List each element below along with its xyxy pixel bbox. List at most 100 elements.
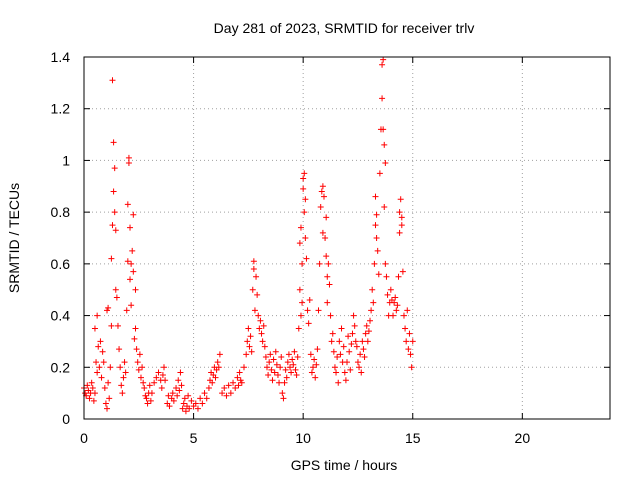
data-point	[394, 302, 401, 309]
data-point	[173, 384, 180, 391]
data-point	[234, 374, 241, 381]
data-point	[107, 364, 114, 371]
data-point	[120, 374, 127, 381]
data-point	[117, 364, 124, 371]
data-point	[300, 185, 307, 192]
data-point	[330, 348, 337, 355]
data-point	[299, 299, 306, 306]
data-point	[114, 322, 121, 329]
y-axis-label: SRMTID / TECUs	[6, 183, 22, 293]
x-tick-label: 5	[190, 430, 198, 446]
data-point	[255, 312, 262, 319]
data-point	[387, 286, 394, 293]
data-point	[400, 312, 407, 319]
data-point	[340, 343, 347, 350]
data-point	[357, 351, 364, 358]
data-point	[102, 400, 109, 407]
data-point	[174, 392, 181, 399]
data-point	[382, 160, 389, 167]
data-points	[81, 56, 416, 415]
data-point	[276, 379, 283, 386]
data-point	[178, 382, 185, 389]
data-point	[88, 379, 95, 386]
data-point	[221, 384, 228, 391]
data-point	[268, 366, 275, 373]
data-point	[303, 255, 310, 262]
data-point	[319, 183, 326, 190]
data-point	[391, 299, 398, 306]
data-point	[290, 361, 297, 368]
data-point	[270, 356, 277, 363]
data-point	[192, 400, 199, 407]
data-point	[243, 351, 250, 358]
data-point	[264, 364, 271, 371]
data-point	[113, 294, 120, 301]
data-point	[132, 325, 139, 332]
data-point	[373, 211, 380, 218]
data-point	[110, 139, 117, 146]
data-point	[170, 397, 177, 404]
data-point	[250, 266, 257, 273]
data-point	[284, 359, 291, 366]
data-point	[132, 286, 139, 293]
data-point	[134, 359, 141, 366]
data-point	[354, 359, 361, 366]
data-point	[214, 359, 221, 366]
data-point	[361, 353, 368, 360]
data-point	[236, 369, 243, 376]
data-point	[197, 395, 204, 402]
data-point	[370, 299, 377, 306]
data-point	[347, 366, 354, 373]
data-point	[101, 384, 108, 391]
data-point	[109, 77, 116, 84]
data-point	[407, 351, 414, 358]
data-point	[381, 203, 388, 210]
data-point	[345, 333, 352, 340]
data-point	[130, 211, 137, 218]
data-point	[403, 338, 410, 345]
data-point	[312, 374, 319, 381]
data-point	[99, 348, 106, 355]
data-point	[237, 377, 244, 384]
data-point	[151, 379, 158, 386]
data-point	[311, 356, 318, 363]
data-point	[105, 379, 112, 386]
data-point	[249, 286, 256, 293]
data-point	[398, 222, 405, 229]
plot-frame	[83, 56, 611, 420]
data-point	[365, 328, 372, 335]
data-point	[159, 372, 166, 379]
data-point	[393, 307, 400, 314]
data-point	[292, 366, 299, 373]
data-point	[199, 400, 206, 407]
data-point	[121, 359, 128, 366]
data-point	[297, 224, 304, 231]
data-point	[382, 260, 389, 267]
data-point	[288, 369, 295, 376]
data-point	[131, 335, 138, 342]
data-point	[302, 235, 309, 241]
data-point	[147, 397, 154, 404]
data-point	[185, 392, 192, 399]
data-point	[194, 405, 201, 412]
data-point	[359, 338, 366, 345]
data-point	[384, 291, 391, 298]
data-point	[148, 390, 155, 397]
data-point	[91, 390, 98, 397]
data-point	[146, 382, 153, 389]
data-point	[141, 384, 148, 391]
data-point	[139, 364, 146, 371]
data-point	[265, 372, 272, 379]
data-point	[142, 392, 149, 399]
data-point	[402, 325, 409, 332]
data-point	[155, 369, 162, 376]
data-point	[111, 165, 118, 172]
data-point	[328, 338, 335, 345]
data-point	[106, 395, 113, 402]
data-point	[319, 229, 326, 236]
data-point	[258, 330, 265, 337]
data-point	[409, 338, 416, 345]
data-point	[335, 379, 342, 386]
data-point	[301, 209, 308, 216]
data-point	[203, 395, 210, 402]
